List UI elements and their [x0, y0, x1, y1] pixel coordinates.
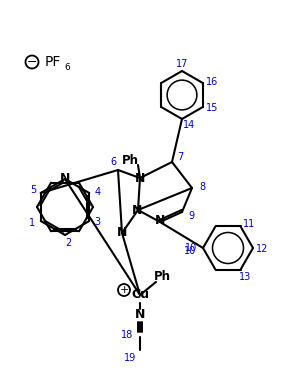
Text: PF: PF — [45, 55, 61, 69]
Text: 6: 6 — [64, 63, 70, 72]
Text: N: N — [117, 227, 127, 239]
Text: N: N — [135, 172, 145, 184]
Text: Cu: Cu — [131, 288, 149, 302]
Text: 14: 14 — [183, 120, 195, 130]
Text: 15: 15 — [206, 103, 218, 113]
Text: 2: 2 — [65, 238, 71, 248]
Text: −: − — [27, 55, 37, 69]
Text: 8: 8 — [199, 182, 205, 192]
Text: 17: 17 — [176, 59, 188, 69]
Text: N: N — [60, 173, 70, 185]
Text: 19: 19 — [124, 353, 136, 363]
Text: 18: 18 — [121, 330, 133, 340]
Text: 9: 9 — [188, 211, 194, 221]
Text: 11: 11 — [243, 219, 256, 229]
Text: 13: 13 — [239, 272, 252, 282]
Text: +: + — [119, 285, 129, 295]
Text: 3: 3 — [94, 217, 100, 227]
Text: 16: 16 — [206, 77, 218, 87]
Text: 1: 1 — [29, 218, 35, 228]
Text: Ph: Ph — [153, 271, 171, 284]
Text: 10: 10 — [184, 246, 196, 256]
Text: 10: 10 — [185, 243, 197, 253]
Text: 12: 12 — [256, 244, 268, 254]
Text: N: N — [155, 215, 165, 227]
Text: 7: 7 — [177, 152, 183, 162]
Text: N: N — [135, 308, 145, 322]
Text: N: N — [132, 204, 142, 218]
Text: Ph: Ph — [122, 153, 138, 167]
Text: 6: 6 — [110, 157, 116, 167]
Text: 4: 4 — [94, 187, 100, 197]
Text: 5: 5 — [31, 185, 37, 195]
